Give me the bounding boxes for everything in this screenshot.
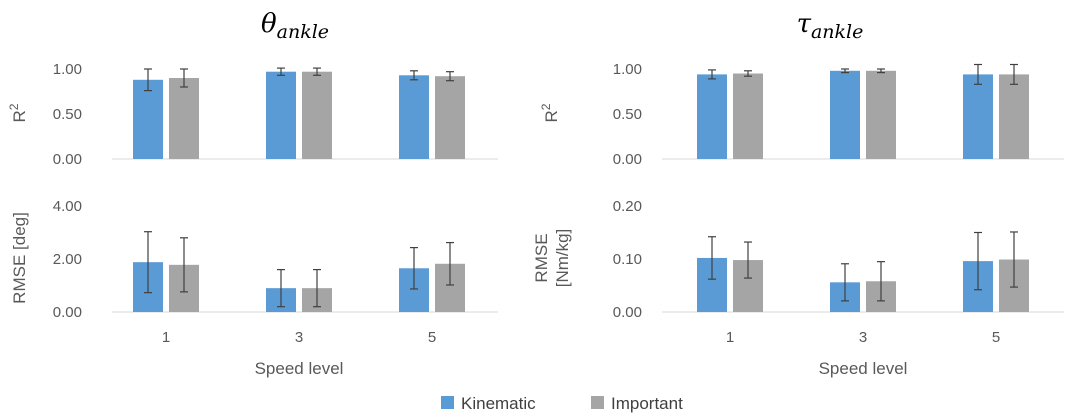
theta-rmse-errorbar-important-5 xyxy=(446,241,454,286)
tau-r2-errorbar-kinematic-5 xyxy=(974,63,982,85)
tau-r2-bar-kinematic-5 xyxy=(963,74,993,159)
theta-r2-ylabel: R2 xyxy=(7,103,29,122)
theta-r2-bar-important-5 xyxy=(435,76,465,159)
tau-r2-ylabel: R2 xyxy=(539,103,561,122)
tau-r2-ytick-0: 0.00 xyxy=(613,151,642,168)
theta-rmse-errorbar-kinematic-5 xyxy=(410,247,418,290)
theta-r2-errorbar-kinematic-1 xyxy=(144,68,152,92)
tau-r2-errorbar-kinematic-3 xyxy=(841,68,849,74)
tau-xlabel: Speed level xyxy=(819,359,908,378)
tau-rmse-errorbar-important-3 xyxy=(877,261,885,302)
theta-r2-ytick-0: 0.00 xyxy=(53,151,82,168)
tau-r2-errorbar-important-5 xyxy=(1010,63,1018,85)
tau-rmse-errorbar-kinematic-1 xyxy=(708,236,716,280)
legend-swatch-important xyxy=(591,396,604,409)
theta-r2-bar-important-1 xyxy=(169,78,199,159)
legend: Kinematic Important xyxy=(441,394,683,413)
tau-r2-plot: 0.00 0.50 1.00 xyxy=(613,61,1064,168)
tau-r2-bar-kinematic-1 xyxy=(697,74,727,159)
theta-rmse-xtick-5: 5 xyxy=(428,329,436,346)
tau-r2-bar-important-5 xyxy=(999,74,1029,159)
theta-panel-title: θankle xyxy=(261,9,329,43)
legend-swatch-kinematic xyxy=(441,396,454,409)
tau-rmse-xtick-5: 5 xyxy=(992,329,1000,346)
theta-rmse-errorbar-kinematic-3 xyxy=(277,269,285,308)
tau-panel-title: τankle xyxy=(797,9,864,43)
theta-rmse-ytick-1: 2.00 xyxy=(53,251,82,268)
theta-rmse-plot: 0.00 2.00 4.00 1 3 5 xyxy=(53,198,498,346)
tau-rmse-errorbar-important-5 xyxy=(1010,231,1018,288)
tau-rmse-xtick-3: 3 xyxy=(859,329,867,346)
tau-rmse-ytick-0: 0.00 xyxy=(613,304,642,321)
theta-rmse-xtick-1: 1 xyxy=(162,329,170,346)
tau-r2-bar-kinematic-3 xyxy=(830,70,860,159)
theta-r2-errorbar-important-1 xyxy=(180,68,188,88)
theta-r2-errorbar-kinematic-3 xyxy=(277,67,285,76)
theta-rmse-errorbar-important-1 xyxy=(180,237,188,293)
theta-r2-bar-kinematic-1 xyxy=(133,79,163,159)
plots: 0.000.501.000.002.004.001 3 50.000.501.000… xyxy=(53,61,1064,346)
theta-rmse-errorbar-kinematic-1 xyxy=(144,231,152,294)
tau-r2-ytick-1: 0.50 xyxy=(613,106,642,123)
tau-rmse-ylabel-line1: RMSE xyxy=(532,233,551,282)
theta-r2-ytick-1: 0.50 xyxy=(53,106,82,123)
legend-label-kinematic: Kinematic xyxy=(461,394,536,413)
theta-r2-bar-kinematic-3 xyxy=(266,71,296,159)
tau-rmse-ytick-1: 0.10 xyxy=(613,251,642,268)
theta-xlabel: Speed level xyxy=(255,359,344,378)
legend-label-important: Important xyxy=(611,394,683,413)
tau-rmse-plot: 0.00 0.10 0.20 1 3 5 xyxy=(613,198,1064,346)
tau-rmse-xtick-1: 1 xyxy=(726,329,734,346)
theta-r2-errorbar-kinematic-5 xyxy=(410,70,418,81)
theta-r2-plot: 0.00 0.50 1.00 xyxy=(53,61,498,168)
theta-rmse-ytick-2: 4.00 xyxy=(53,198,82,215)
tau-r2-bar-important-3 xyxy=(866,70,896,159)
tau-r2-errorbar-kinematic-1 xyxy=(708,69,716,80)
theta-r2-bar-kinematic-5 xyxy=(399,75,429,159)
tau-rmse-errorbar-kinematic-5 xyxy=(974,231,982,291)
tau-r2-errorbar-important-3 xyxy=(877,68,885,74)
theta-r2-errorbar-important-5 xyxy=(446,71,454,82)
tau-r2-bar-important-1 xyxy=(733,73,763,159)
theta-rmse-xtick-3: 3 xyxy=(295,329,303,346)
theta-r2-errorbar-important-3 xyxy=(313,67,321,76)
tau-rmse-errorbar-kinematic-3 xyxy=(841,263,849,302)
tau-r2-errorbar-important-1 xyxy=(744,70,752,77)
tau-rmse-ylabel-line2: [Nm/kg] xyxy=(553,229,572,288)
tau-r2-ytick-2: 1.00 xyxy=(613,61,642,78)
theta-rmse-ylabel: RMSE [deg] xyxy=(10,212,29,304)
theta-r2-ytick-2: 1.00 xyxy=(53,61,82,78)
tau-rmse-errorbar-important-1 xyxy=(744,241,752,279)
tau-rmse-ytick-2: 0.20 xyxy=(613,198,642,215)
theta-r2-bar-important-3 xyxy=(302,71,332,159)
theta-rmse-errorbar-important-3 xyxy=(313,269,321,308)
theta-rmse-ytick-0: 0.00 xyxy=(53,304,82,321)
